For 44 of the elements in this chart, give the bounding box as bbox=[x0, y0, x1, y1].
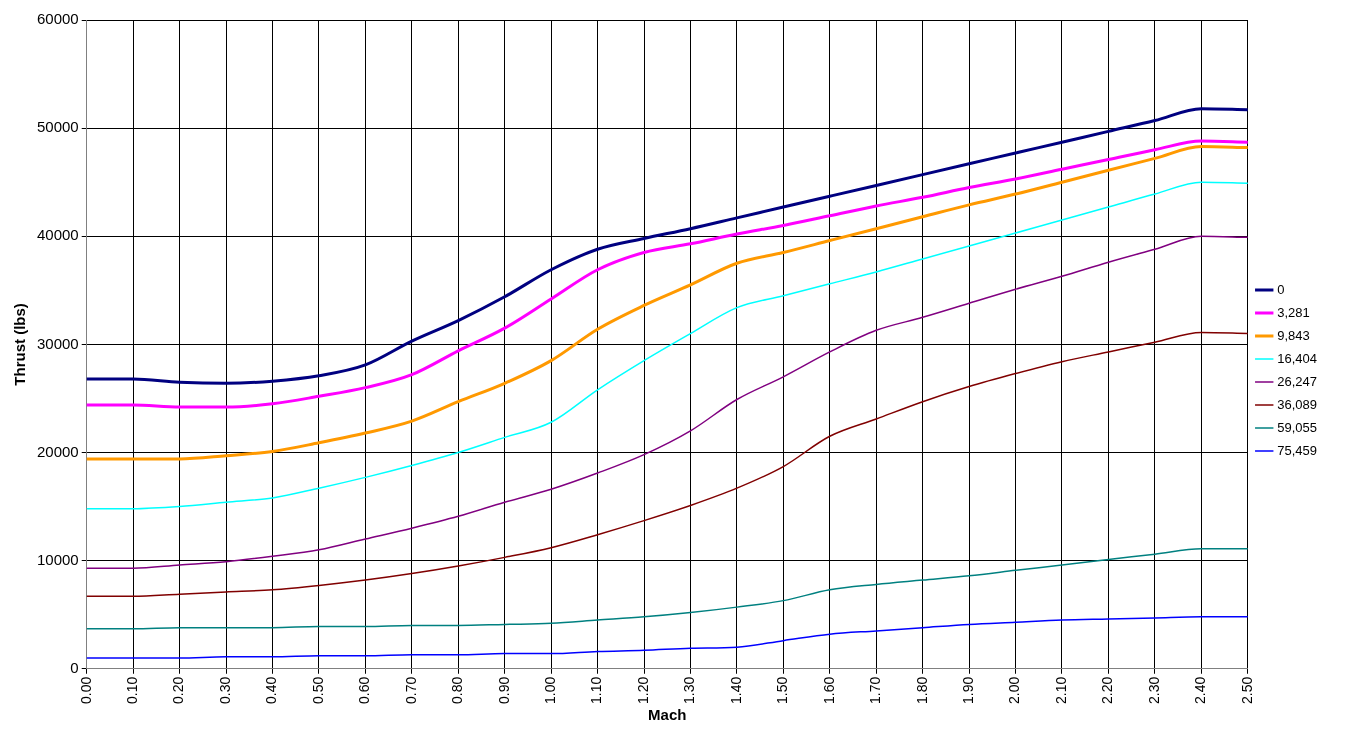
x-tick-label: 0.30 bbox=[216, 676, 233, 704]
x-tick-label: 2.30 bbox=[1145, 676, 1162, 704]
x-tick-label: 1.50 bbox=[774, 676, 791, 704]
legend-label: 16,404 bbox=[1277, 350, 1317, 366]
x-tick-label: 1.70 bbox=[867, 676, 884, 704]
x-tick-label: 0.00 bbox=[77, 676, 94, 704]
x-tick-label: 0.90 bbox=[495, 676, 512, 704]
legend-label: 59,055 bbox=[1277, 419, 1317, 435]
y-tick-label: 10000 bbox=[36, 550, 79, 568]
y-tick-label: 0 bbox=[70, 658, 79, 676]
x-tick-label: 1.90 bbox=[959, 676, 976, 704]
legend-label: 26,247 bbox=[1277, 373, 1317, 389]
x-tick-label: 0.60 bbox=[356, 676, 373, 704]
legend-label: 0 bbox=[1277, 281, 1285, 297]
line-series bbox=[86, 616, 1248, 659]
x-tick-label: 2.20 bbox=[1099, 676, 1116, 704]
legend-label: 3,281 bbox=[1277, 304, 1310, 320]
legend-label: 36,089 bbox=[1277, 396, 1317, 412]
x-tick-label: 1.20 bbox=[634, 676, 651, 704]
x-tick-label: 1.60 bbox=[820, 676, 837, 704]
y-tick-label: 20000 bbox=[36, 442, 79, 460]
x-tick-label: 2.10 bbox=[1052, 676, 1069, 704]
x-tick-label: 1.00 bbox=[541, 676, 558, 704]
x-tick-label: 2.40 bbox=[1192, 676, 1209, 704]
x-tick-label: 1.30 bbox=[681, 676, 698, 704]
legend-label: 75,459 bbox=[1277, 442, 1317, 458]
x-tick-label: 0.50 bbox=[309, 676, 326, 704]
x-tick-label: 1.10 bbox=[588, 676, 605, 704]
y-tick-label: 50000 bbox=[36, 118, 79, 136]
x-tick-label: 0.20 bbox=[170, 676, 187, 704]
y-tick-label: 60000 bbox=[36, 10, 79, 28]
x-tick-label: 0.80 bbox=[449, 676, 466, 704]
x-tick-label: 0.70 bbox=[402, 676, 419, 704]
legend-label: 9,843 bbox=[1277, 327, 1310, 343]
x-tick-label: 0.10 bbox=[124, 676, 141, 704]
y-tick-label: 30000 bbox=[36, 334, 79, 352]
x-axis-title: Mach bbox=[648, 706, 687, 724]
x-tick-label: 1.40 bbox=[727, 676, 744, 704]
x-tick-label: 2.00 bbox=[1006, 676, 1023, 704]
y-axis-title: Thrust (lbs) bbox=[11, 303, 29, 386]
x-tick-label: 0.40 bbox=[263, 676, 280, 704]
y-tick-label: 40000 bbox=[36, 226, 79, 244]
x-tick-label: 1.80 bbox=[913, 676, 930, 704]
x-tick-label: 2.50 bbox=[1238, 676, 1255, 704]
